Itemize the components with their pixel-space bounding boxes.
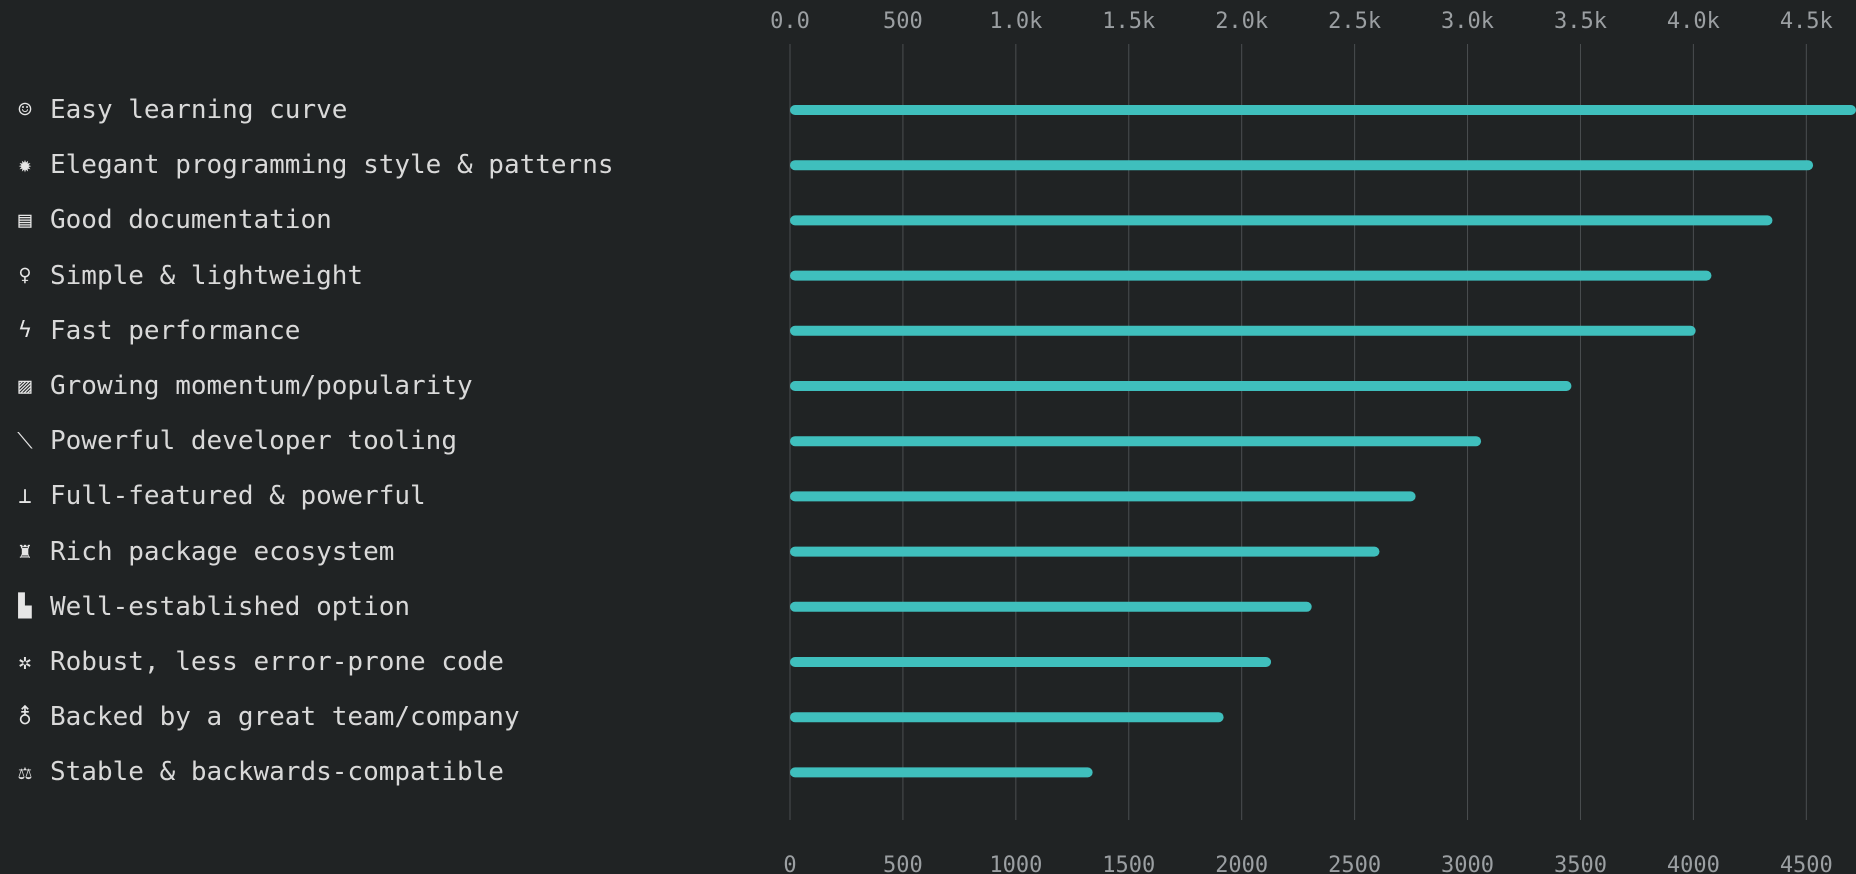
- category-label-text: Fast performance: [50, 315, 301, 346]
- top-tick-label: 3.0k: [1441, 9, 1494, 34]
- bottom-tick-label: 2000: [1215, 853, 1268, 874]
- gear-icon: ✹: [18, 152, 32, 178]
- bottom-tick-label: 1500: [1102, 853, 1155, 874]
- category-label: ϟ Fast performance: [12, 311, 300, 351]
- top-tick-label: 2.0k: [1215, 9, 1268, 34]
- category-label: ☺ Easy learning curve: [12, 90, 347, 130]
- virus-icon: ✲: [18, 649, 32, 675]
- top-tick-label: 4.0k: [1667, 9, 1720, 34]
- category-label-text: Backed by a great team/company: [50, 702, 520, 733]
- top-tick-label: 0.0: [770, 9, 810, 34]
- category-label-text: Good documentation: [50, 205, 332, 236]
- category-label: ▤ Good documentation: [12, 200, 332, 240]
- category-label: ⊥ Full-featured & powerful: [12, 476, 426, 516]
- baby-face-icon: ☺: [18, 97, 32, 123]
- category-label-text: Well-established option: [50, 591, 411, 622]
- category-label-text: Rich package ecosystem: [50, 536, 395, 567]
- category-label: ✲ Robust, less error-prone code: [12, 642, 504, 682]
- category-label: ♀ Simple & lightweight: [12, 256, 363, 296]
- lightning-icon: ϟ: [18, 318, 32, 344]
- category-label: ▙ Well-established option: [12, 587, 410, 627]
- category-label-text: Elegant programming style & patterns: [50, 150, 614, 181]
- category-label-text: Robust, less error-prone code: [50, 647, 504, 677]
- category-label-text: Powerful developer tooling: [50, 426, 457, 457]
- category-label-text: Simple & lightweight: [50, 260, 364, 291]
- category-label: ▨ Growing momentum/popularity: [12, 366, 473, 406]
- bottom-tick-label: 2500: [1328, 853, 1381, 874]
- bottom-tick-label: 500: [883, 853, 923, 874]
- bottom-tick-label: 4500: [1780, 853, 1833, 874]
- category-label-text: Growing momentum/popularity: [50, 371, 473, 401]
- category-label: ⚖ Stable & backwards-compatible: [12, 752, 504, 792]
- bottom-tick-label: 0: [783, 853, 796, 874]
- category-label: ⚨ Backed by a great team/company: [12, 697, 520, 737]
- top-tick-label: 500: [883, 9, 923, 34]
- people-icon: ⚨: [15, 704, 35, 730]
- chart-icon: ▨: [18, 373, 32, 399]
- category-label-text: Full-featured & powerful: [50, 481, 426, 512]
- category-label: ♜ Rich package ecosystem: [12, 532, 394, 572]
- category-label-text: Stable & backwards-compatible: [50, 757, 504, 788]
- top-tick-label: 3.5k: [1554, 9, 1607, 34]
- bottom-tick-label: 4000: [1667, 853, 1720, 874]
- category-label: ✹ Elegant programming style & patterns: [12, 145, 614, 185]
- building-icon: ▙: [18, 594, 32, 620]
- gift-icon: ♜: [18, 539, 32, 565]
- book-icon: ▤: [18, 207, 32, 233]
- scales-icon: ⚖: [18, 759, 32, 785]
- wrench-icon: ⟍: [17, 428, 33, 454]
- bottom-tick-label: 3500: [1554, 853, 1607, 874]
- joystick-icon: ⊥: [18, 483, 32, 509]
- bottom-tick-label: 3000: [1441, 853, 1494, 874]
- top-tick-label: 1.5k: [1102, 9, 1155, 34]
- category-label: ⟍ Powerful developer tooling: [12, 421, 457, 461]
- top-tick-label: 2.5k: [1328, 9, 1381, 34]
- top-tick-label: 1.0k: [989, 9, 1042, 34]
- category-label-text: Easy learning curve: [50, 95, 348, 125]
- top-tick-label: 4.5k: [1780, 9, 1833, 34]
- bulb-icon: ♀: [18, 263, 32, 289]
- bottom-tick-label: 1000: [989, 853, 1042, 874]
